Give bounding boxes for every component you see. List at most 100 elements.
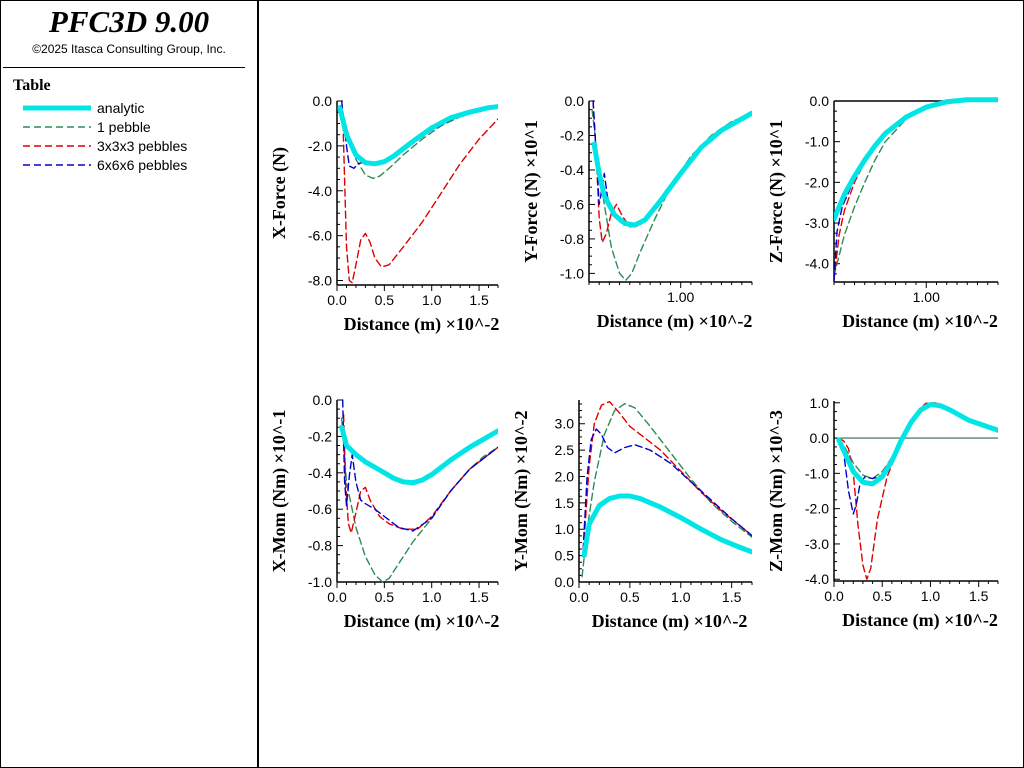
- series-3x3x3-pebbles: [592, 100, 752, 244]
- series-6x6x6-pebbles: [592, 100, 752, 226]
- legend-label-3x3x3-pebbles: 3x3x3 pebbles: [97, 138, 188, 154]
- y-tick-label: -0.4: [560, 162, 584, 178]
- app-title: PFC3D 9.00: [48, 4, 210, 39]
- x-tick-label: 0.5: [620, 589, 640, 605]
- legend-label-analytic: analytic: [97, 100, 145, 116]
- x-axis-label: Distance (m) ×10^-2: [344, 611, 500, 632]
- x-tick-label: 1.0: [671, 589, 691, 605]
- y-tick-label: -0.2: [308, 428, 332, 444]
- series-analytic: [339, 424, 498, 486]
- x-tick-label: 1.5: [469, 589, 489, 605]
- legend-label-1-pebble: 1 pebble: [97, 119, 151, 135]
- y-tick-label: -4.0: [805, 256, 829, 272]
- y-tick-label: 0.0: [313, 392, 333, 408]
- x-tick-label: 0.0: [327, 589, 347, 605]
- series-1-pebble: [591, 108, 752, 281]
- chart-6: 1.00.0-1.0-2.0-3.0-4.00.0 0.5 1.0 1.5Distan…: [766, 395, 999, 631]
- y-tick-label: -2.0: [308, 138, 332, 154]
- y-axis-label: Y-Mom (Nm) ×10^-2: [511, 410, 532, 571]
- y-axis-label: Y-Force (N) ×10^1: [521, 120, 542, 263]
- x-tick-label: 1.00: [667, 289, 694, 305]
- x-axis-label: Distance (m) ×10^-2: [592, 611, 748, 632]
- x-tick-label: 0.5: [873, 588, 893, 604]
- y-tick-label: 0.0: [810, 430, 830, 446]
- series-6x6x6-pebbles: [342, 399, 498, 532]
- y-tick-label: -0.6: [560, 196, 584, 212]
- x-tick-label: 0.0: [824, 588, 844, 604]
- series-1-pebble: [581, 403, 752, 578]
- y-tick-label: -1.0: [805, 465, 829, 481]
- y-axis-label: Z-Force (N) ×10^1: [766, 120, 787, 263]
- series-6x6x6-pebbles: [582, 428, 752, 551]
- legend-item-3x3x3-pebbles: 3x3x3 pebbles: [23, 137, 253, 155]
- y-tick-label: -0.8: [308, 538, 332, 554]
- y-tick-label: 2.5: [555, 442, 575, 458]
- y-tick-label: -3.0: [805, 536, 829, 552]
- legend-line-3x3x3-pebbles: [23, 145, 91, 147]
- y-tick-label: 0.5: [555, 548, 575, 564]
- x-axis-label: Distance (m) ×10^-2: [842, 610, 998, 631]
- x-tick-label: 1.5: [469, 292, 489, 308]
- y-tick-label: -3.0: [805, 215, 829, 231]
- y-tick-label: 2.0: [555, 468, 575, 484]
- legend-line-1-pebble: [23, 126, 91, 128]
- y-tick-label: -6.0: [308, 228, 332, 244]
- legend-item-1-pebble: 1 pebble: [23, 118, 253, 136]
- x-tick-label: 0.5: [375, 589, 395, 605]
- series-analytic: [337, 104, 498, 167]
- x-axis-label: Distance (m) ×10^-2: [597, 311, 753, 332]
- chart-2: 0.0 -0.2 -0.4 -0.6 -0.8 -1.0 1.00 Distance (m) …: [521, 93, 753, 332]
- series-1-pebble: [834, 98, 998, 277]
- y-axis-label: X-Force (N): [269, 147, 290, 239]
- y-tick-label: -4.0: [805, 571, 829, 587]
- x-tick-label: 1.0: [422, 292, 442, 308]
- y-tick-label: 0.0: [313, 93, 333, 109]
- series-analytic: [836, 402, 998, 487]
- y-tick-label: 1.0: [810, 395, 830, 411]
- series-analytic: [834, 97, 998, 222]
- series-analytic: [581, 493, 752, 559]
- y-tick-label: 1.0: [555, 521, 575, 537]
- series-3x3x3-pebbles: [583, 400, 752, 541]
- y-tick-label: 0.0: [810, 93, 830, 109]
- series-3x3x3-pebbles: [834, 99, 998, 281]
- series-3x3x3-pebbles: [838, 402, 998, 580]
- y-tick-label: 0.0: [565, 93, 585, 109]
- y-tick-label: -8.0: [308, 273, 332, 289]
- y-tick-label: -0.2: [560, 127, 584, 143]
- y-tick-label: -2.0: [805, 501, 829, 517]
- y-tick-label: -2.0: [805, 174, 829, 190]
- series-3x3x3-pebbles: [342, 111, 498, 284]
- legend-heading: Table: [13, 77, 51, 94]
- x-axis-label: Distance (m) ×10^-2: [344, 314, 500, 335]
- y-axis-label: Z-Mom (Nm) ×10^-3: [766, 410, 787, 572]
- x-tick-label: 0.0: [327, 292, 347, 308]
- x-tick-label: 1.5: [722, 589, 742, 605]
- x-tick-label: 1.00: [913, 289, 940, 305]
- y-tick-label: -0.4: [308, 465, 332, 481]
- chart-1: 0.0 -2.0 -4.0 -6.0 -8.0 0.0 0.5 1.0 1.5 Distance …: [269, 93, 499, 335]
- y-tick-label: -0.6: [308, 501, 332, 517]
- x-tick-label: 1.0: [422, 589, 442, 605]
- y-tick-label: -4.0: [308, 183, 332, 199]
- legend-line-analytic: [23, 105, 91, 111]
- y-tick-label: -1.0: [805, 134, 829, 150]
- chart-5: 0.0 0.5 1.0 1.5 2.0 2.5 3.0 0.0 0.5 1.0 1.5 Distanc…: [511, 400, 753, 632]
- x-axis-label: Distance (m) ×10^-2: [842, 311, 998, 332]
- x-tick-label: 1.5: [969, 588, 989, 604]
- legend-label-6x6x6-pebbles: 6x6x6 pebbles: [97, 157, 188, 173]
- series-analytic: [591, 110, 752, 228]
- y-axis-label: X-Mom (Nm) ×10^-1: [269, 410, 290, 573]
- legend-line-6x6x6-pebbles: [23, 164, 91, 166]
- series-6x6x6-pebbles: [834, 99, 998, 281]
- chart-4: 0.0-0.2-0.4-0.6-0.8-1.00.0 0.5 1.0 1.5Dista…: [269, 392, 499, 632]
- y-tick-label: -1.0: [308, 574, 332, 590]
- x-tick-label: 0.5: [375, 292, 395, 308]
- chart-3: 0.0 -1.0 -2.0 -3.0 -4.0 1.00 Distance (m) ×10^…: [766, 93, 999, 332]
- series-1-pebble: [340, 104, 498, 180]
- y-tick-label: 0.0: [555, 574, 575, 590]
- legend-item-6x6x6-pebbles: 6x6x6 pebbles: [23, 156, 253, 174]
- series-3x3x3-pebbles: [342, 413, 498, 534]
- y-tick-label: -0.8: [560, 231, 584, 247]
